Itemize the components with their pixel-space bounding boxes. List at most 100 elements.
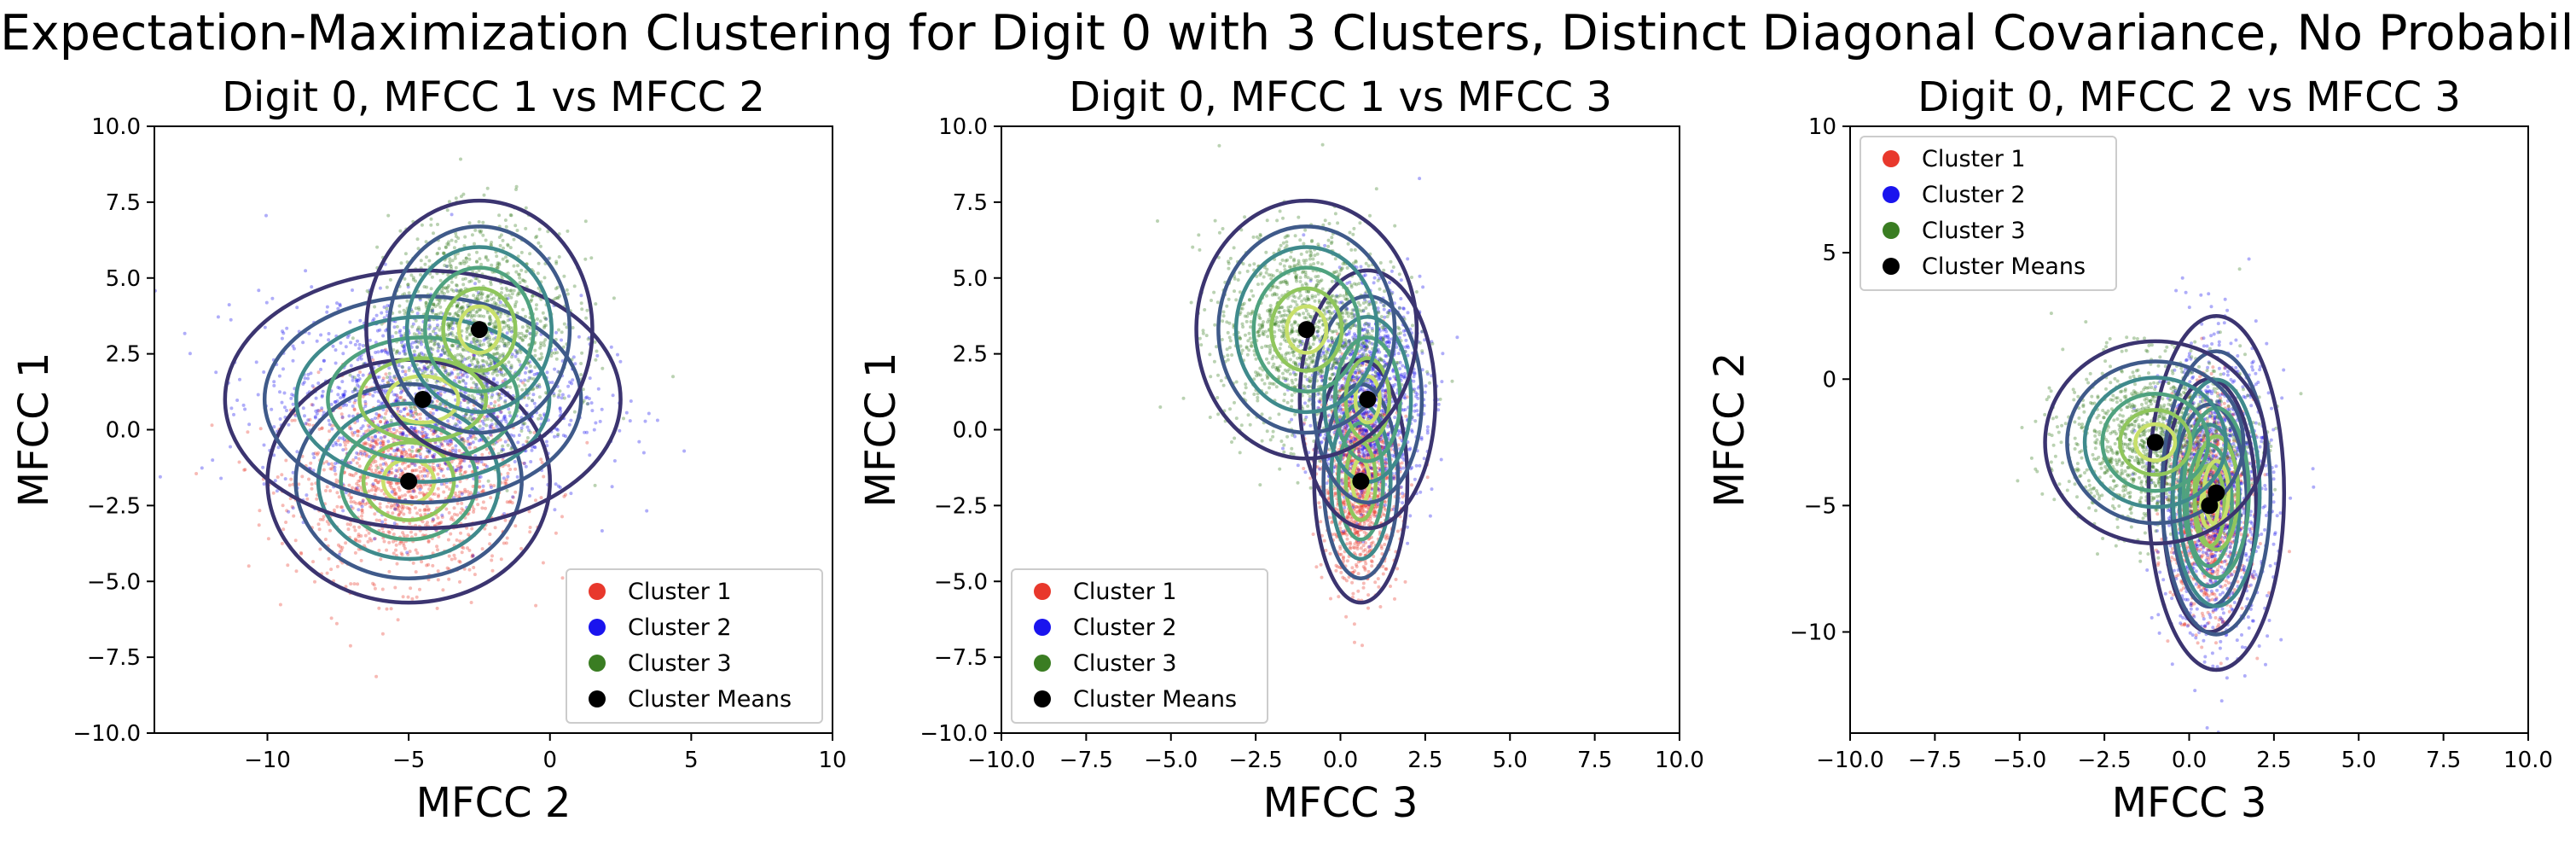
data-point [379, 557, 383, 562]
data-point [506, 474, 510, 479]
data-point [418, 491, 422, 495]
data-point [470, 435, 473, 440]
data-point [480, 292, 484, 296]
data-point [458, 261, 462, 265]
data-point [357, 379, 361, 382]
data-point [246, 430, 250, 434]
data-point [412, 462, 416, 466]
data-point [531, 393, 536, 397]
data-point [396, 448, 400, 452]
data-point [499, 233, 503, 237]
data-point [479, 396, 484, 400]
data-point [445, 242, 450, 246]
data-point [499, 311, 503, 316]
data-point [414, 548, 418, 552]
data-point [419, 273, 422, 277]
data-point [322, 515, 326, 519]
data-point [340, 380, 345, 384]
data-point [482, 371, 486, 376]
data-point [520, 387, 525, 392]
data-point [645, 509, 649, 513]
data-point [554, 330, 558, 335]
data-point [406, 490, 410, 494]
data-point [395, 448, 398, 452]
data-point [482, 365, 486, 369]
data-point [445, 265, 450, 268]
data-point [397, 364, 401, 368]
data-point [472, 356, 476, 360]
data-point [495, 424, 499, 428]
data-point [437, 312, 440, 317]
data-point [1347, 477, 1351, 481]
data-point [431, 454, 435, 458]
data-point [435, 252, 439, 256]
data-point [353, 430, 357, 434]
data-point [433, 440, 438, 445]
data-point [375, 442, 380, 446]
data-point [484, 423, 489, 428]
data-point [534, 498, 537, 503]
data-point [409, 426, 414, 429]
data-point [502, 476, 506, 480]
data-point [460, 358, 464, 362]
data-point [585, 430, 589, 434]
data-point [340, 545, 345, 550]
data-point [247, 422, 252, 427]
data-point [476, 461, 480, 465]
data-point [459, 345, 463, 348]
data-point [471, 440, 475, 445]
data-point [495, 381, 499, 385]
data-point [1425, 475, 1430, 480]
data-point [316, 451, 320, 455]
data-point [569, 492, 573, 496]
data-point [527, 376, 531, 380]
data-point [1311, 533, 1315, 536]
data-point [421, 520, 425, 524]
data-point [466, 440, 470, 444]
data-point [374, 518, 379, 522]
data-point [348, 320, 352, 324]
data-point [560, 330, 564, 335]
data-point [394, 398, 398, 402]
data-point [421, 466, 426, 470]
data-point [438, 392, 443, 396]
data-point [428, 325, 432, 329]
data-point [432, 329, 435, 334]
data-point [497, 393, 501, 397]
data-point [399, 469, 403, 473]
data-point [558, 486, 562, 490]
data-point [484, 447, 489, 451]
data-point [354, 486, 357, 491]
data-point [439, 469, 444, 473]
data-point [530, 298, 534, 302]
data-point [455, 423, 459, 428]
data-point [421, 434, 425, 439]
data-point [473, 396, 477, 400]
data-point [421, 491, 425, 495]
data-point [361, 424, 365, 428]
data-point [339, 412, 344, 416]
data-point [508, 326, 513, 329]
data-point [1384, 500, 1387, 504]
data-point [513, 224, 518, 228]
data-point [1378, 493, 1382, 498]
data-point [392, 533, 396, 536]
data-point [375, 376, 380, 379]
data-point [327, 522, 331, 527]
data-point [1361, 506, 1364, 509]
data-point [459, 465, 463, 469]
data-point [1333, 493, 1337, 497]
data-point [1356, 468, 1361, 471]
data-point [508, 410, 512, 415]
data-point [386, 480, 390, 484]
data-point [460, 359, 464, 364]
data-point [397, 467, 402, 471]
data-point [528, 364, 532, 368]
data-point [374, 351, 378, 354]
data-point [398, 410, 403, 414]
data-point [1343, 453, 1348, 457]
data-point [493, 361, 497, 365]
data-point [503, 372, 508, 376]
data-point [465, 375, 469, 379]
data-point [426, 521, 429, 525]
